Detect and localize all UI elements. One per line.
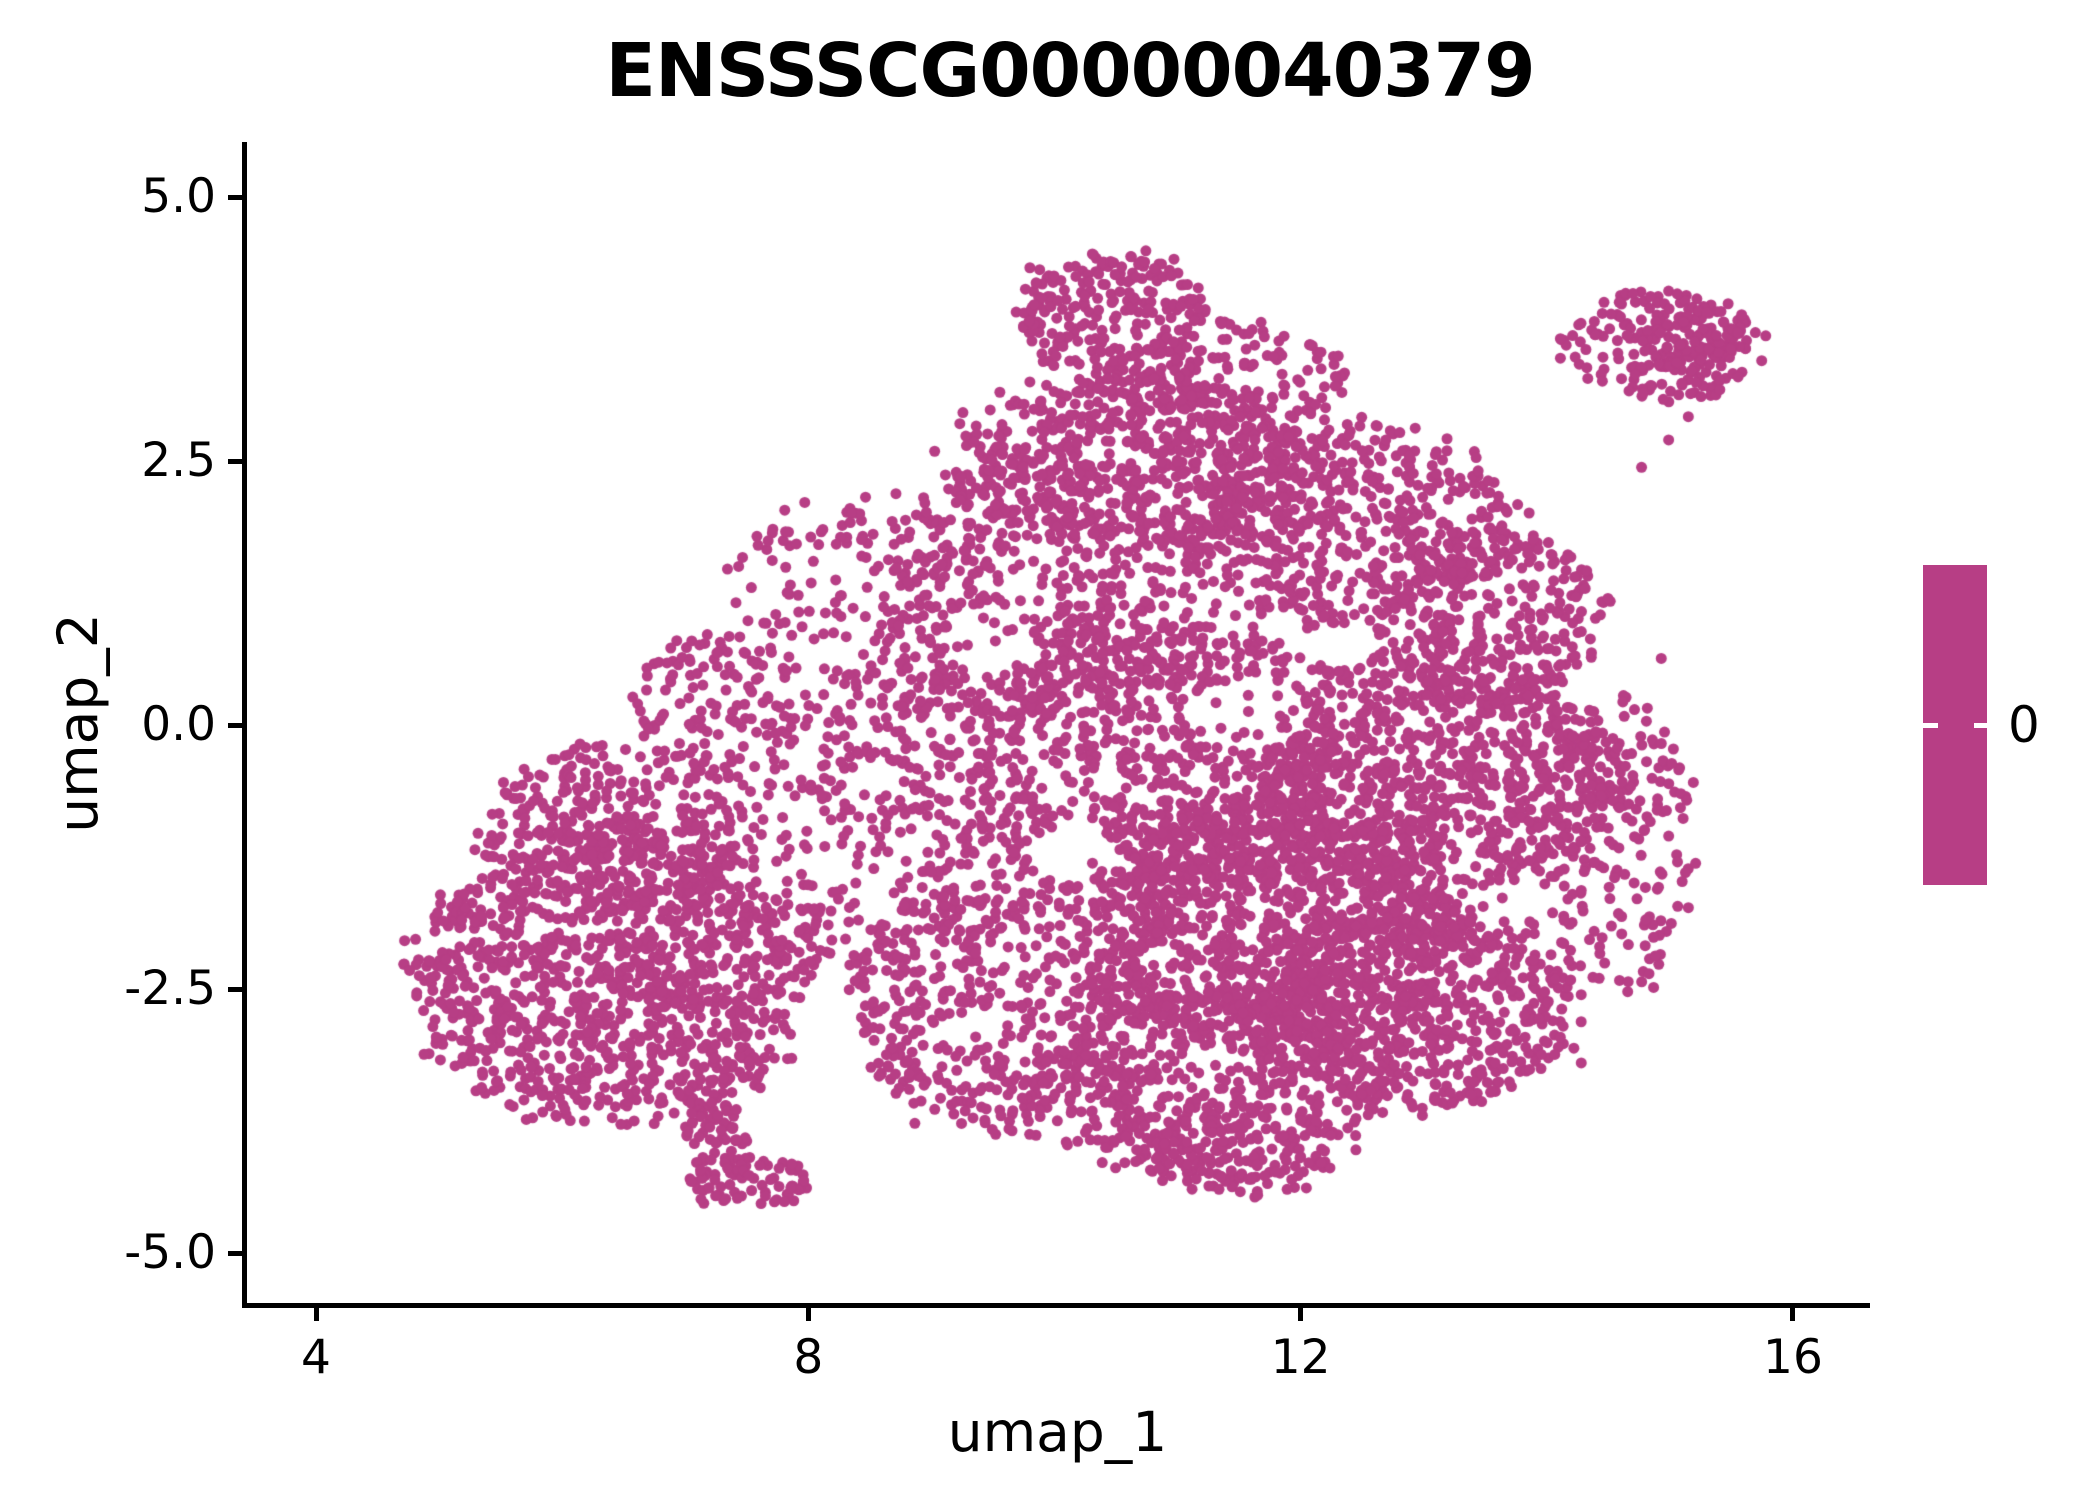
y-tick-label: 2.5 — [141, 433, 216, 488]
colorbar-value-label: 0 — [2008, 696, 2040, 754]
y-tick — [228, 194, 244, 200]
x-tick — [313, 1306, 319, 1321]
y-axis-line — [242, 142, 247, 1308]
colorbar-tick-right — [1974, 723, 1987, 728]
x-tick-label: 4 — [301, 1330, 331, 1385]
x-tick-label: 8 — [793, 1330, 824, 1385]
x-tick — [1298, 1306, 1304, 1321]
y-tick-label: -5.0 — [124, 1225, 216, 1280]
y-tick — [228, 986, 244, 992]
x-tick-label: 12 — [1270, 1330, 1331, 1385]
x-tick — [1790, 1306, 1796, 1321]
y-tick-label: 5.0 — [141, 169, 216, 224]
y-tick-label: -2.5 — [124, 961, 216, 1016]
colorbar-tick-left — [1923, 723, 1938, 728]
y-tick — [228, 722, 244, 728]
y-tick — [228, 458, 244, 464]
y-axis-title: umap_2 — [46, 613, 110, 833]
colorbar — [1923, 565, 1987, 885]
chart-title: ENSSSCG00000040379 — [605, 28, 1535, 114]
x-tick — [805, 1306, 811, 1321]
x-tick-label: 16 — [1763, 1330, 1823, 1385]
y-tick-label: 0.0 — [141, 697, 216, 752]
x-axis-title: umap_1 — [947, 1400, 1168, 1464]
y-tick — [228, 1250, 244, 1256]
x-axis-line — [242, 1303, 1870, 1308]
